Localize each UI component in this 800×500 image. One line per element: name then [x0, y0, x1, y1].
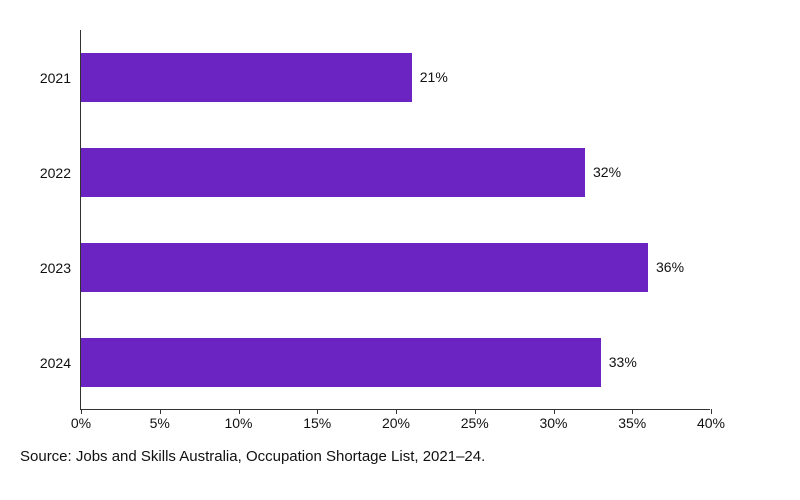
bar: 36% [81, 243, 648, 292]
bar: 21% [81, 53, 412, 102]
y-tick-label: 2024 [40, 355, 81, 371]
x-tick-label: 5% [150, 409, 170, 431]
bar-value-label: 32% [585, 164, 621, 180]
y-tick-label: 2022 [40, 165, 81, 181]
x-tick-label: 0% [71, 409, 91, 431]
x-tick-label: 40% [697, 409, 725, 431]
plot-area: 0%5%10%15%20%25%30%35%40%202121%202232%2… [80, 30, 710, 410]
x-tick-label: 15% [303, 409, 331, 431]
bar-value-label: 33% [601, 354, 637, 370]
bar-value-label: 36% [648, 259, 684, 275]
x-tick-label: 20% [382, 409, 410, 431]
y-tick-label: 2021 [40, 70, 81, 86]
x-tick-label: 25% [461, 409, 489, 431]
x-tick-label: 30% [539, 409, 567, 431]
bar: 33% [81, 338, 601, 387]
y-tick-label: 2023 [40, 260, 81, 276]
source-text: Source: Jobs and Skills Australia, Occup… [20, 448, 485, 465]
x-tick-label: 35% [618, 409, 646, 431]
x-tick-label: 10% [224, 409, 252, 431]
bar-value-label: 21% [412, 69, 448, 85]
bar: 32% [81, 148, 585, 197]
